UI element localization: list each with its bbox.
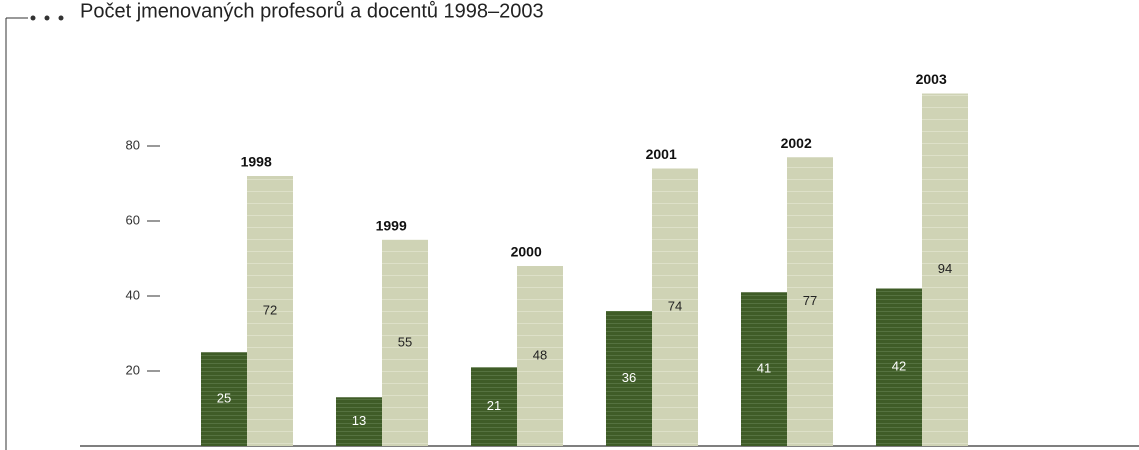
title-decoration xyxy=(5,15,64,450)
value-label: 42 xyxy=(892,359,906,374)
value-label: 55 xyxy=(398,334,412,349)
value-label: 72 xyxy=(263,302,277,317)
bar xyxy=(517,266,563,446)
bar xyxy=(741,292,787,446)
value-label: 25 xyxy=(217,391,231,406)
bar xyxy=(876,288,922,446)
value-label: 13 xyxy=(352,413,366,428)
bar xyxy=(471,367,517,446)
value-label: 21 xyxy=(487,398,501,413)
bar xyxy=(382,239,428,446)
category-label: 2000 xyxy=(511,244,542,260)
value-label: 74 xyxy=(668,299,682,314)
y-tick-label: 20 xyxy=(126,362,140,377)
value-label: 48 xyxy=(533,347,547,362)
y-tick-label: 40 xyxy=(126,287,140,302)
bar xyxy=(922,93,968,446)
bar xyxy=(201,352,247,446)
category-label: 2001 xyxy=(646,146,677,162)
bar xyxy=(652,168,698,446)
category-label: 1998 xyxy=(241,154,272,170)
category-label: 1999 xyxy=(376,217,407,233)
bar xyxy=(787,157,833,446)
value-label: 77 xyxy=(803,293,817,308)
value-label: 36 xyxy=(622,370,636,385)
value-label: 94 xyxy=(938,261,952,276)
y-tick-label: 60 xyxy=(126,212,140,227)
y-tick-label: 80 xyxy=(126,137,140,152)
value-label: 41 xyxy=(757,361,771,376)
category-label: 2002 xyxy=(781,135,812,151)
category-label: 2003 xyxy=(916,71,947,87)
bar xyxy=(606,311,652,446)
chart-title: Počet jmenovaných profesorů a docentů 19… xyxy=(80,0,544,22)
bar xyxy=(336,397,382,446)
bar xyxy=(247,176,293,446)
